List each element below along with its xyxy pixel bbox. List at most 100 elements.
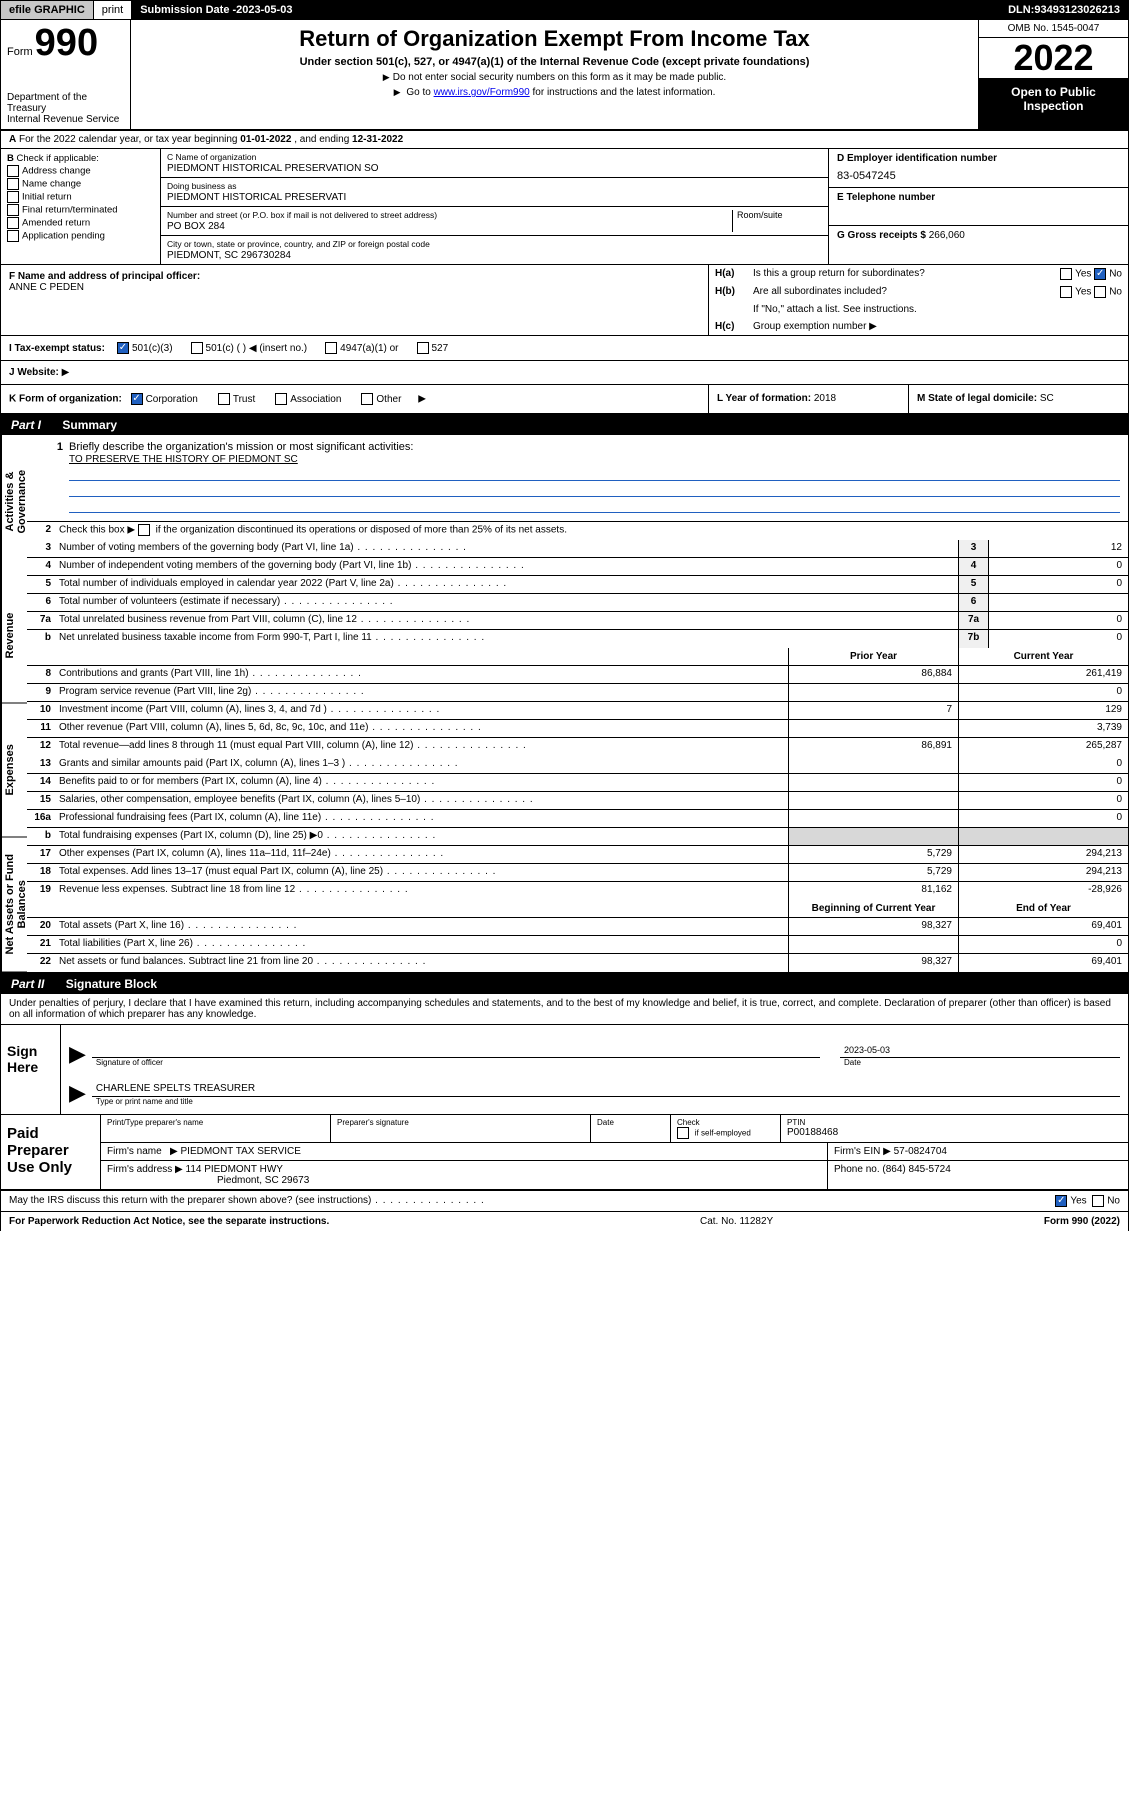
summary-row: 9Program service revenue (Part VIII, lin…: [27, 684, 1128, 702]
gross-receipts-label: G Gross receipts $: [837, 230, 926, 241]
section-b-checkbox[interactable]: [7, 178, 19, 190]
tax-exempt-checkbox[interactable]: [325, 342, 337, 354]
q1-answer: TO PRESERVE THE HISTORY OF PIEDMONT SC: [69, 454, 298, 465]
sign-arrow-icon: ▶: [69, 1041, 86, 1067]
state-domicile-value: SC: [1040, 393, 1054, 404]
city-label: City or town, state or province, country…: [167, 239, 430, 249]
form-org-option: Other: [361, 394, 401, 405]
form-title: Return of Organization Exempt From Incom…: [139, 26, 970, 52]
discuss-row: May the IRS discuss this return with the…: [0, 1191, 1129, 1212]
summary-row: 19Revenue less expenses. Subtract line 1…: [27, 882, 1128, 900]
discuss-no-checkbox[interactable]: [1092, 1195, 1104, 1207]
yes-label: Yes: [1075, 269, 1091, 280]
section-j: J Website: ▶: [0, 361, 1129, 385]
self-employed-checkbox[interactable]: [677, 1127, 689, 1139]
address-value: PO BOX 284: [167, 221, 225, 232]
submission-date-value: 2023-05-03: [236, 4, 292, 16]
block-klm: K Form of organization: CorporationTrust…: [0, 385, 1129, 415]
firm-addr1: 114 PIEDMONT HWY: [186, 1164, 283, 1175]
summary-row: 22Net assets or fund balances. Subtract …: [27, 954, 1128, 972]
form-org-checkbox[interactable]: [218, 393, 230, 405]
print-label[interactable]: print: [94, 1, 132, 19]
dba-label: Doing business as: [167, 181, 236, 191]
part1-body: Activities & GovernanceRevenueExpensesNe…: [0, 435, 1129, 974]
footer-left: For Paperwork Reduction Act Notice, see …: [9, 1216, 329, 1227]
hb-text: Are all subordinates included?: [753, 286, 1060, 298]
summary-row: bTotal fundraising expenses (Part IX, co…: [27, 828, 1128, 846]
q1-num: 1: [35, 441, 63, 453]
summary-row: 13Grants and similar amounts paid (Part …: [27, 756, 1128, 774]
website-arrow: ▶: [62, 367, 70, 378]
tax-exempt-option: 501(c) ( ) ◀ (insert no.): [191, 343, 308, 354]
form-org-checkbox[interactable]: [275, 393, 287, 405]
q2-post: if the organization discontinued its ope…: [156, 525, 567, 536]
ptin-value: P00188468: [787, 1127, 838, 1138]
section-b-checkbox[interactable]: [7, 191, 19, 203]
prep-check-label: Check: [677, 1118, 774, 1127]
firm-phone-label: Phone no.: [834, 1164, 880, 1175]
firm-name-label: Firm's name: [107, 1146, 162, 1157]
hb-no-checkbox[interactable]: [1094, 286, 1106, 298]
section-b-checkbox[interactable]: [7, 204, 19, 216]
begin-year-header: Beginning of Current Year: [788, 900, 958, 917]
form-header: Form 990 Department of the Treasury Inte…: [0, 20, 1129, 131]
part2-header: Part II Signature Block: [0, 974, 1129, 994]
form-org-checkbox[interactable]: [131, 393, 143, 405]
form990-link[interactable]: www.irs.gov/Form990: [434, 87, 530, 98]
section-a-lead: A: [9, 134, 16, 145]
section-b-checkbox[interactable]: [7, 230, 19, 242]
section-b-item: Address change: [7, 165, 154, 177]
summary-row: 3Number of voting members of the governi…: [27, 540, 1128, 558]
website-label: J Website:: [9, 367, 59, 378]
discuss-yes-checkbox[interactable]: [1055, 1195, 1067, 1207]
tax-exempt-checkbox[interactable]: [117, 342, 129, 354]
no-label: No: [1109, 269, 1122, 280]
section-b-item: Amended return: [7, 217, 154, 229]
footer-right-post: (2022): [1088, 1216, 1120, 1227]
summary-row: 10Investment income (Part VIII, column (…: [27, 702, 1128, 720]
q2-checkbox[interactable]: [138, 524, 150, 536]
tax-exempt-checkbox[interactable]: [417, 342, 429, 354]
firm-name: PIEDMONT TAX SERVICE: [181, 1146, 301, 1157]
part2-title: Signature Block: [66, 977, 157, 991]
section-a-mid: , and ending: [294, 134, 352, 145]
hb-label: H(b): [715, 286, 753, 298]
sign-here-label: Sign Here: [1, 1025, 61, 1114]
sign-here-block: Sign Here ▶ Signature of officer 2023-05…: [0, 1025, 1129, 1115]
self-employed-text: if self-employed: [695, 1129, 751, 1138]
tax-year: 2022: [979, 38, 1128, 79]
submission-date: Submission Date - 2023-05-03: [132, 1, 1000, 19]
summary-row: 15Salaries, other compensation, employee…: [27, 792, 1128, 810]
section-b: B Check if applicable: Address changeNam…: [1, 149, 161, 264]
summary-row: 7aTotal unrelated business revenue from …: [27, 612, 1128, 630]
tax-exempt-checkbox[interactable]: [191, 342, 203, 354]
form-note-1: Do not enter social security numbers on …: [139, 72, 970, 83]
block-bcde: B Check if applicable: Address changeNam…: [0, 149, 1129, 265]
discuss-no: No: [1107, 1196, 1120, 1207]
discuss-question: May the IRS discuss this return with the…: [9, 1195, 371, 1206]
section-c: C Name of organization PIEDMONT HISTORIC…: [161, 149, 828, 264]
col-deg: D Employer identification number 83-0547…: [828, 149, 1128, 264]
hb-yes-checkbox[interactable]: [1060, 286, 1072, 298]
form-org-checkbox[interactable]: [361, 393, 373, 405]
part1-title: Summary: [62, 418, 117, 432]
tax-year-begin: 01-01-2022: [240, 134, 291, 145]
efile-label: efile GRAPHIC: [1, 1, 94, 19]
part2-num: Part II: [11, 977, 44, 991]
tax-exempt-option: 501(c)(3): [117, 343, 173, 354]
side-tabs: Activities & GovernanceRevenueExpensesNe…: [1, 435, 27, 972]
section-b-checkbox[interactable]: [7, 217, 19, 229]
section-b-label: Check if applicable:: [17, 153, 99, 164]
ha-no-checkbox[interactable]: [1094, 268, 1106, 280]
footer-right-num: 990: [1072, 1216, 1089, 1227]
note2-post: for instructions and the latest informat…: [530, 87, 716, 98]
section-i-label: I Tax-exempt status:: [9, 343, 105, 354]
sign-date-label: Date: [840, 1058, 1120, 1067]
org-name: PIEDMONT HISTORICAL PRESERVATION SO: [167, 163, 379, 174]
prep-name-label: Print/Type preparer's name: [107, 1118, 324, 1127]
form-org-option: Trust: [218, 394, 255, 405]
officer-signature-line[interactable]: [92, 1043, 820, 1058]
tax-exempt-option: 4947(a)(1) or: [325, 343, 398, 354]
section-b-checkbox[interactable]: [7, 165, 19, 177]
ha-yes-checkbox[interactable]: [1060, 268, 1072, 280]
